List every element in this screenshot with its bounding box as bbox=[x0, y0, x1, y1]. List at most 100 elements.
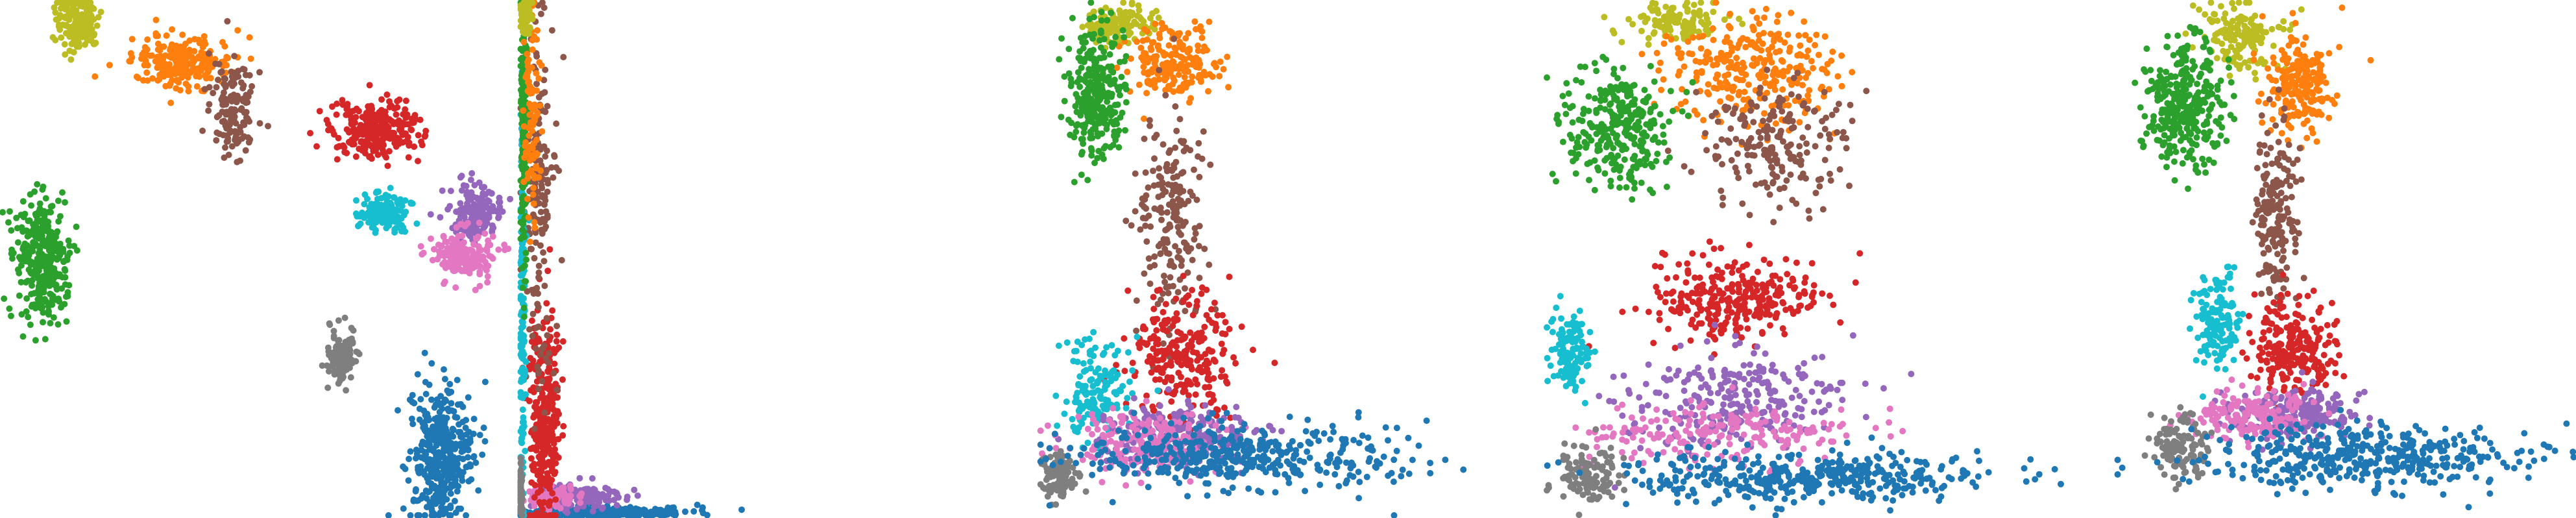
scatter-point bbox=[245, 93, 252, 100]
scatter-point bbox=[1149, 403, 1156, 410]
scatter-point bbox=[1195, 153, 1202, 160]
panel-2 bbox=[517, 0, 745, 518]
scatter-point bbox=[528, 455, 535, 462]
scatter-point bbox=[205, 50, 212, 57]
scatter-point bbox=[245, 134, 252, 141]
scatter-point bbox=[1117, 15, 1124, 22]
scatter-point bbox=[389, 129, 396, 136]
scatter-point bbox=[205, 107, 212, 114]
scatter-point bbox=[581, 509, 588, 516]
scatter-point bbox=[1136, 81, 1143, 88]
scatter-point bbox=[32, 264, 40, 271]
scatter-point bbox=[1106, 51, 1113, 58]
scatter-point bbox=[415, 497, 422, 504]
scatter-point bbox=[699, 510, 707, 517]
scatter-point bbox=[1210, 397, 1217, 404]
scatter-point bbox=[361, 191, 369, 198]
scatter-point bbox=[433, 396, 441, 403]
scatter-point bbox=[1185, 79, 1192, 86]
scatter-point bbox=[1230, 354, 1237, 361]
scatter-point bbox=[1232, 360, 1239, 367]
scatter-point bbox=[45, 218, 52, 225]
scatter-point bbox=[1087, 358, 1094, 365]
scatter-point bbox=[453, 224, 460, 231]
scatter-point bbox=[537, 487, 544, 494]
scatter-point bbox=[224, 18, 231, 25]
scatter-point bbox=[1143, 238, 1150, 245]
scatter-point bbox=[1098, 395, 1105, 402]
scatter-point bbox=[1091, 31, 1097, 38]
scatter-point bbox=[45, 308, 52, 315]
scatter-point bbox=[505, 245, 512, 253]
scatter-point bbox=[555, 344, 563, 351]
scatter-point bbox=[427, 211, 434, 218]
scatter-point bbox=[27, 321, 34, 328]
scatter-point bbox=[439, 418, 446, 425]
scatter-point bbox=[444, 206, 452, 213]
scatter-point bbox=[537, 456, 544, 463]
scatter-point bbox=[215, 112, 223, 119]
scatter-point bbox=[1155, 193, 1162, 201]
scatter-point bbox=[1129, 360, 1136, 366]
scatter-point bbox=[330, 359, 337, 366]
scatter-point bbox=[1119, 382, 1126, 389]
scatter-point bbox=[1141, 51, 1148, 58]
scatter-point bbox=[60, 248, 67, 255]
scatter-point bbox=[325, 368, 332, 375]
scatter-point bbox=[223, 101, 230, 108]
scatter-point bbox=[535, 93, 542, 101]
scatter-point bbox=[186, 60, 193, 67]
scatter-point bbox=[72, 33, 79, 40]
scatter-point bbox=[525, 214, 532, 221]
scatter-point bbox=[56, 271, 63, 278]
scatter-point bbox=[467, 177, 474, 184]
scatter-point bbox=[526, 82, 533, 90]
scatter-point bbox=[62, 199, 68, 206]
scatter-point bbox=[424, 413, 431, 421]
scatter-point bbox=[469, 247, 476, 254]
scatter-point bbox=[8, 312, 14, 319]
scatter-point bbox=[1180, 298, 1187, 305]
scatter-point bbox=[550, 406, 557, 413]
scatter-point bbox=[551, 153, 558, 160]
scatter-point bbox=[63, 13, 70, 20]
scatter-point bbox=[385, 148, 393, 154]
scatter-point bbox=[141, 43, 149, 51]
scatter-point bbox=[1186, 54, 1193, 61]
scatter-point bbox=[535, 262, 542, 269]
scatter-point bbox=[1157, 204, 1164, 211]
scatter-point bbox=[481, 184, 488, 191]
scatter-point bbox=[1174, 30, 1182, 37]
scatter-point bbox=[38, 305, 45, 312]
scatter-point bbox=[221, 80, 228, 88]
scatter-point bbox=[1204, 375, 1211, 381]
scatter-point bbox=[213, 137, 220, 144]
scatter-point bbox=[481, 230, 489, 237]
scatter-point bbox=[1175, 247, 1182, 254]
scatter-point bbox=[627, 504, 634, 512]
scatter-point bbox=[1121, 335, 1128, 342]
scatter-point bbox=[366, 153, 373, 160]
scatter-point bbox=[1095, 387, 1101, 394]
scatter-point bbox=[1168, 398, 1175, 405]
scatter-point bbox=[547, 326, 553, 333]
scatter-point bbox=[83, 32, 90, 39]
scatter-point bbox=[1074, 358, 1081, 365]
scatter-point bbox=[6, 305, 13, 312]
scatter-point bbox=[353, 197, 359, 204]
scatter-point bbox=[1069, 14, 1076, 21]
scatter-point bbox=[591, 489, 598, 496]
scatter-point bbox=[237, 124, 244, 130]
scatter-point bbox=[559, 376, 566, 383]
scatter-point bbox=[61, 265, 68, 273]
scatter-point bbox=[5, 219, 12, 226]
scatter-point bbox=[467, 209, 474, 216]
scatter-point bbox=[1134, 334, 1141, 340]
scatter-point bbox=[225, 55, 232, 62]
scatter-point bbox=[557, 504, 564, 512]
scatter-point bbox=[1069, 415, 1076, 423]
scatter-point bbox=[439, 187, 446, 194]
scatter-point bbox=[221, 154, 228, 161]
scatter-point bbox=[66, 33, 73, 40]
scatter-point bbox=[465, 263, 472, 270]
